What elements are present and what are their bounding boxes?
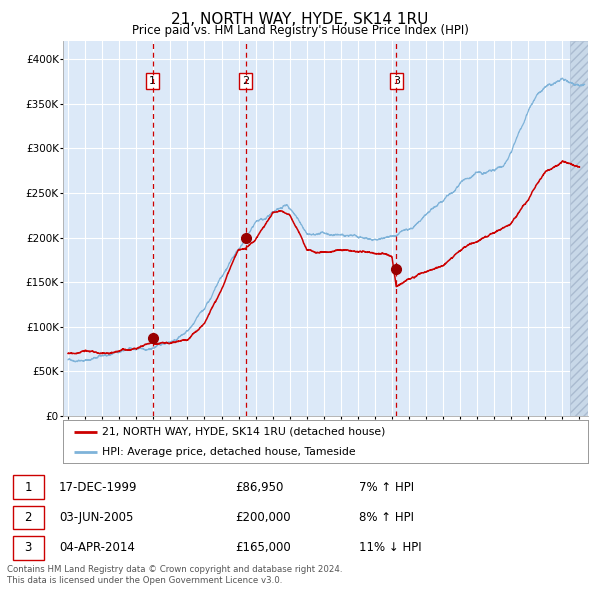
Text: Price paid vs. HM Land Registry's House Price Index (HPI): Price paid vs. HM Land Registry's House … [131,24,469,37]
Text: 21, NORTH WAY, HYDE, SK14 1RU (detached house): 21, NORTH WAY, HYDE, SK14 1RU (detached … [103,427,386,437]
Text: £165,000: £165,000 [235,541,291,554]
FancyBboxPatch shape [13,536,44,559]
Text: 2: 2 [25,511,32,524]
Text: This data is licensed under the Open Government Licence v3.0.: This data is licensed under the Open Gov… [7,576,283,585]
Text: 1: 1 [149,76,156,86]
Text: 03-JUN-2005: 03-JUN-2005 [59,511,133,524]
Text: 21, NORTH WAY, HYDE, SK14 1RU: 21, NORTH WAY, HYDE, SK14 1RU [172,12,428,27]
Text: £200,000: £200,000 [235,511,291,524]
Text: 2: 2 [242,76,249,86]
Text: 3: 3 [393,76,400,86]
Text: 8% ↑ HPI: 8% ↑ HPI [359,511,414,524]
Text: Contains HM Land Registry data © Crown copyright and database right 2024.: Contains HM Land Registry data © Crown c… [7,565,343,574]
FancyBboxPatch shape [13,476,44,499]
Text: 7% ↑ HPI: 7% ↑ HPI [359,481,414,494]
FancyBboxPatch shape [13,506,44,529]
Text: 17-DEC-1999: 17-DEC-1999 [59,481,137,494]
Text: HPI: Average price, detached house, Tameside: HPI: Average price, detached house, Tame… [103,447,356,457]
Text: 1: 1 [25,481,32,494]
Text: 11% ↓ HPI: 11% ↓ HPI [359,541,421,554]
Text: 3: 3 [25,541,32,554]
Bar [569,41,596,416]
Text: 04-APR-2014: 04-APR-2014 [59,541,135,554]
Text: £86,950: £86,950 [235,481,284,494]
